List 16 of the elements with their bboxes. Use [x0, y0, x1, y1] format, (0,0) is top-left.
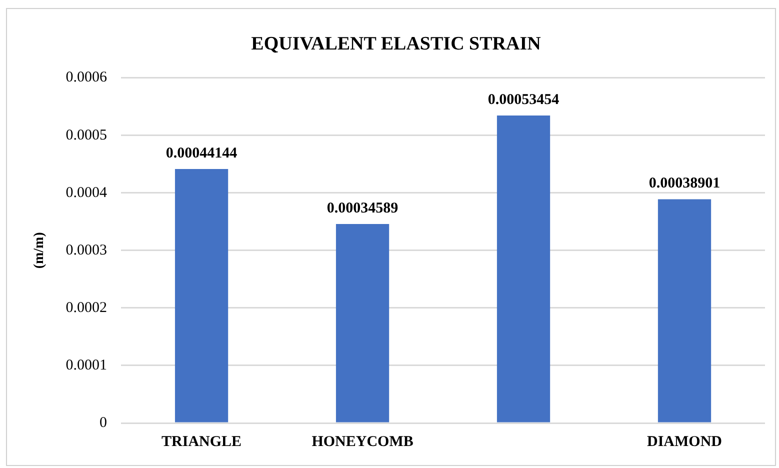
x-tick-label: TRIANGLE [162, 434, 242, 450]
y-axis-title: (m/m) [32, 232, 48, 269]
data-label: 0.00038901 [648, 176, 720, 192]
x-tick-label: DIAMOND [647, 434, 722, 450]
data-label: 0.00034589 [326, 200, 398, 216]
y-tick-label: 0.0003 [66, 242, 108, 258]
y-tick-label: 0.0001 [66, 357, 108, 374]
data-label: 0.00053454 [488, 92, 560, 108]
y-tick-label: 0.0004 [66, 184, 108, 201]
x-tick-label: HONEYCOMB [312, 434, 414, 450]
y-tick-label: 0.0005 [66, 127, 108, 144]
y-tick-label: 0 [100, 414, 108, 431]
chart-title: EQUIVALENT ELASTIC STRAIN [251, 33, 542, 54]
data-label: 0.00044144 [166, 145, 238, 162]
y-tick-label: 0.0002 [66, 300, 108, 316]
y-tick-label: 0.0006 [66, 70, 108, 86]
